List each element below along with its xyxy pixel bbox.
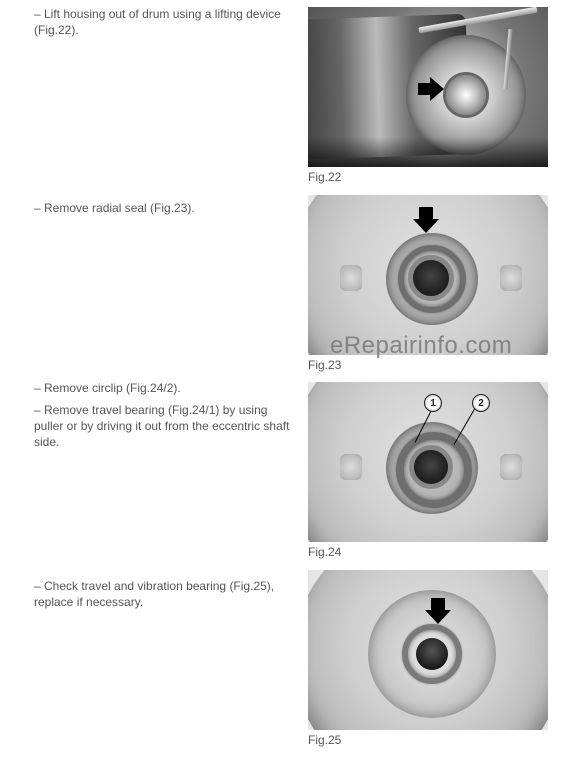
photo-shadow	[308, 137, 548, 167]
figure-23-caption: Fig.23	[308, 358, 341, 372]
figure-22	[308, 7, 548, 167]
step-check-bearings: –Check travel and vibration bearing (Fig…	[34, 578, 294, 610]
bearing-bore	[408, 255, 454, 301]
step-remove-radial-seal: –Remove radial seal (Fig.23).	[34, 200, 284, 216]
mounting-boss	[340, 265, 362, 291]
step-text: Remove travel bearing (Fig.24/1) by usin…	[34, 403, 289, 449]
mounting-boss	[340, 454, 362, 480]
step-text: Remove radial seal (Fig.23).	[44, 201, 195, 215]
figure-25-caption: Fig.25	[308, 733, 341, 747]
figure-24: 1 2	[308, 382, 548, 542]
figure-23	[308, 195, 548, 355]
shaft-bore	[416, 638, 448, 670]
watermark-main: eRepairinfo.com	[330, 332, 512, 360]
step-remove-travel-bearing: –Remove travel bearing (Fig.24/1) by usi…	[34, 402, 294, 451]
bearing-bore	[409, 445, 453, 489]
figure-24-caption: Fig.24	[308, 545, 341, 559]
step-text: Check travel and vibration bearing (Fig.…	[34, 579, 274, 609]
step-remove-circlip: –Remove circlip (Fig.24/2).	[34, 380, 294, 396]
callout-1: 1	[424, 394, 442, 412]
step-text: Lift housing out of drum using a lifting…	[34, 7, 281, 37]
callout-2: 2	[472, 394, 490, 412]
mounting-boss	[500, 454, 522, 480]
figure-22-caption: Fig.22	[308, 170, 341, 184]
callout-2-label: 2	[478, 398, 484, 409]
step-lift-housing: –Lift housing out of drum using a liftin…	[34, 6, 284, 38]
figure-25	[308, 570, 548, 730]
step-text: Remove circlip (Fig.24/2).	[44, 381, 181, 395]
callout-1-label: 1	[430, 398, 436, 409]
mounting-boss	[500, 265, 522, 291]
drum-hub	[446, 75, 486, 115]
